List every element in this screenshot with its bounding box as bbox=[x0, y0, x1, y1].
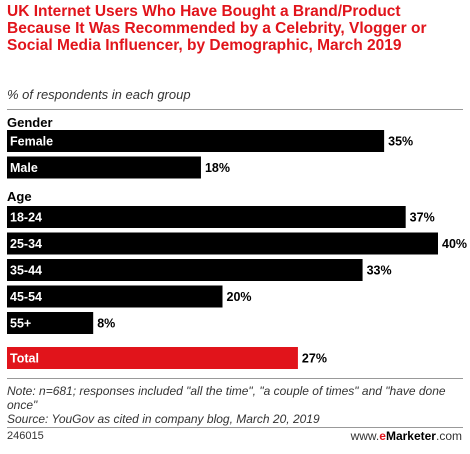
value-label-25-34: 40% bbox=[442, 237, 467, 251]
top-divider bbox=[7, 109, 463, 110]
chart-title: UK Internet Users Who Have Bought a Bran… bbox=[7, 3, 427, 54]
chart-subtitle: % of respondents in each group bbox=[7, 87, 191, 102]
source-text: Source: YouGov as cited in company blog,… bbox=[7, 412, 320, 426]
value-label-35-44: 33% bbox=[367, 264, 392, 278]
bar-total bbox=[7, 347, 298, 369]
bar-label-18-24: 18-24 bbox=[10, 211, 42, 225]
value-label-total: 27% bbox=[302, 352, 327, 366]
bar-female bbox=[7, 130, 385, 152]
bar-label-total: Total bbox=[10, 352, 39, 366]
note-text: Note: n=681; responses included "all the… bbox=[7, 384, 446, 412]
brand-logo[interactable]: www.eMarketer.com bbox=[351, 429, 462, 443]
footer-divider bbox=[7, 427, 463, 428]
bottom-divider bbox=[7, 378, 463, 379]
bar-label-45-54: 45-54 bbox=[10, 290, 42, 304]
brand-suffix: .com bbox=[435, 429, 462, 443]
brand-prefix: www. bbox=[350, 429, 380, 443]
bar-45-54 bbox=[7, 285, 223, 308]
group-label-age: Age bbox=[7, 189, 32, 204]
bar-label-female: Female bbox=[10, 135, 53, 149]
brand-name: Marketer bbox=[385, 429, 436, 443]
bar-label-35-44: 35-44 bbox=[10, 264, 42, 278]
bar-label-male: Male bbox=[10, 161, 38, 175]
bar-label-25-34: 25-34 bbox=[10, 237, 42, 251]
chart-id: 246015 bbox=[7, 430, 44, 442]
bar-55 bbox=[7, 312, 94, 334]
value-label-18-24: 37% bbox=[410, 211, 435, 225]
chart-note: Note: n=681; responses included "all the… bbox=[7, 384, 467, 426]
value-label-55: 8% bbox=[97, 317, 115, 331]
value-label-female: 35% bbox=[388, 135, 413, 149]
bar-chart: Gender Female 35% Male 18% Age 18-24 37% 25-34 40… bbox=[7, 115, 467, 369]
group-label-gender: Gender bbox=[7, 115, 53, 130]
value-label-male: 18% bbox=[205, 161, 230, 175]
bar-35-44 bbox=[7, 259, 363, 281]
bar-male bbox=[7, 156, 201, 179]
bar-25-34 bbox=[7, 232, 438, 255]
value-label-45-54: 20% bbox=[227, 290, 252, 304]
brand-e: e bbox=[379, 429, 386, 443]
bar-18-24 bbox=[7, 206, 406, 228]
bar-label-55: 55+ bbox=[10, 317, 31, 331]
